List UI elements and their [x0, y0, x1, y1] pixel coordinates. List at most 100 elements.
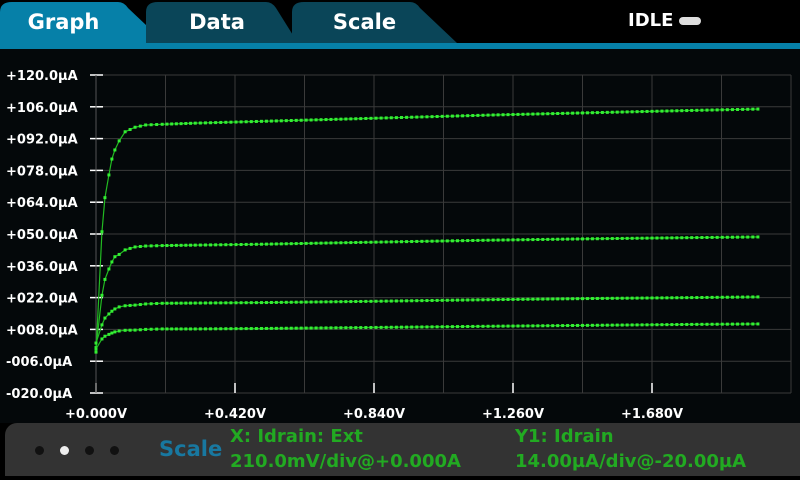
data-point: [155, 302, 159, 306]
data-point: [476, 238, 480, 242]
data-point: [349, 241, 353, 245]
data-point: [189, 121, 193, 125]
scale-title: Scale: [159, 437, 223, 461]
data-point: [110, 331, 114, 335]
data-point: [685, 296, 689, 300]
data-point: [655, 236, 659, 240]
y-tick-label: +050.0µA: [6, 228, 78, 243]
page-dot-active[interactable]: [60, 446, 69, 455]
tab-graph[interactable]: Graph: [0, 0, 165, 43]
data-point: [695, 322, 699, 326]
data-point: [585, 237, 589, 241]
data-point: [369, 116, 373, 120]
data-point: [160, 244, 164, 248]
data-point: [435, 115, 439, 119]
data-point: [590, 297, 594, 301]
data-point: [521, 324, 525, 328]
data-point: [269, 326, 273, 330]
data-point: [319, 300, 323, 304]
data-point: [113, 255, 117, 259]
data-point: [660, 109, 664, 113]
data-point: [461, 298, 465, 302]
data-point: [224, 327, 228, 331]
data-point: [133, 303, 137, 307]
data-point: [128, 128, 132, 132]
data-point: [440, 239, 444, 243]
data-point: [736, 322, 740, 326]
data-point: [170, 122, 174, 126]
data-point: [511, 297, 515, 301]
data-point: [675, 236, 679, 240]
data-point: [531, 297, 535, 301]
data-point: [501, 238, 505, 242]
data-point: [496, 238, 500, 242]
data-point: [165, 301, 169, 305]
data-point: [279, 326, 283, 330]
data-point: [344, 300, 348, 304]
data-point: [496, 113, 500, 117]
swipe-pager[interactable]: [5, 423, 155, 476]
data-point: [751, 322, 755, 326]
data-point: [384, 299, 388, 303]
data-point: [675, 323, 679, 327]
data-point: [229, 120, 233, 124]
data-point: [384, 325, 388, 329]
data-point: [491, 238, 495, 242]
data-point: [486, 113, 490, 117]
tab-data[interactable]: Data: [146, 0, 296, 43]
data-point: [314, 300, 318, 304]
data-point: [600, 237, 604, 241]
data-point: [450, 239, 454, 243]
data-point: [103, 334, 107, 338]
data-point: [284, 242, 288, 246]
data-point: [160, 327, 164, 331]
data-point: [274, 300, 278, 304]
data-point: [219, 120, 223, 124]
data-point: [650, 236, 654, 240]
data-point: [756, 107, 760, 111]
data-point: [640, 110, 644, 114]
data-point: [521, 238, 525, 242]
page-dot[interactable]: [35, 446, 44, 455]
page-dot[interactable]: [110, 446, 119, 455]
page-dot[interactable]: [85, 446, 94, 455]
data-point: [491, 298, 495, 302]
graph[interactable]: +120.0µA +106.0µA +092.0µA +078.0µA +064.0µA…: [0, 49, 800, 423]
data-point: [660, 296, 664, 300]
data-point: [174, 301, 178, 305]
data-point: [501, 298, 505, 302]
data-point: [203, 121, 207, 125]
data-point: [526, 112, 530, 116]
data-point: [254, 301, 258, 305]
data-point: [389, 116, 393, 120]
data-point: [730, 108, 734, 112]
data-point: [700, 322, 704, 326]
data-point: [736, 295, 740, 299]
data-point: [269, 300, 273, 304]
tab-scale[interactable]: Scale: [292, 0, 457, 43]
status-indicator[interactable]: IDLE: [628, 10, 702, 31]
data-point: [229, 301, 233, 305]
data-point: [556, 297, 560, 301]
data-point: [625, 296, 629, 300]
data-point: [344, 326, 348, 330]
data-point: [430, 325, 434, 329]
data-point: [155, 123, 159, 127]
data-point: [695, 108, 699, 112]
data-point: [349, 326, 353, 330]
data-point: [198, 301, 202, 305]
scale-info-panel[interactable]: Scale X: Idrain: Ext 210.0mV/div@+0.000A…: [155, 423, 800, 476]
data-point: [751, 107, 755, 111]
data-point: [399, 240, 403, 244]
data-point: [680, 296, 684, 300]
data-point: [123, 304, 127, 308]
data-point: [354, 326, 358, 330]
tab-shape: [146, 2, 296, 43]
data-point: [274, 326, 278, 330]
data-point: [511, 324, 515, 328]
data-point: [440, 325, 444, 329]
data-point: [571, 111, 575, 115]
data-point: [730, 295, 734, 299]
data-point: [461, 325, 465, 329]
data-point: [399, 325, 403, 329]
